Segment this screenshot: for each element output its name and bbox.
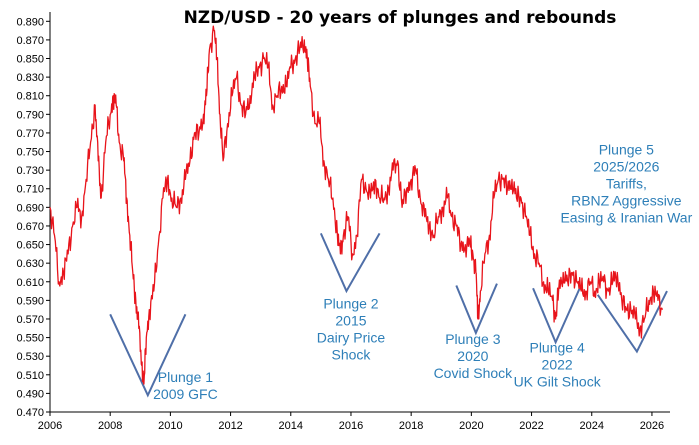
y-tick-label: 0.790 (16, 109, 44, 121)
plunge-1-v-marker (109, 313, 187, 398)
y-tick-label: 0.750 (16, 147, 44, 159)
plunge-5-label: RBNZ Aggressive (571, 192, 682, 208)
plunge-5-label: Plunge 5 (599, 141, 654, 157)
y-tick-label: 0.690 (16, 202, 44, 214)
series-layer (49, 25, 664, 385)
y-tick-label: 0.670 (16, 221, 44, 233)
y-tick-label: 0.570 (16, 314, 44, 326)
y-tick-label: 0.650 (16, 240, 44, 252)
plunge-2-v-marker (319, 232, 381, 294)
plunge-2-label: Shock (332, 347, 372, 363)
y-tick-label: 0.850 (16, 54, 44, 66)
x-tick-label: 2026 (640, 420, 664, 432)
y-tick-label: 0.810 (16, 91, 44, 103)
y-tick-label: 0.470 (16, 407, 44, 419)
chart-title: NZD/USD - 20 years of plunges and reboun… (184, 8, 617, 28)
plunge-3-label: 2020 (457, 348, 488, 364)
y-tick-label: 0.490 (16, 388, 44, 400)
y-tick-label: 0.870 (16, 35, 44, 47)
plunge-3-label: Plunge 3 (445, 331, 500, 347)
series-line-0 (49, 25, 664, 385)
plunge-5-label: 2025/2026 (593, 158, 659, 174)
x-tick-label: 2006 (38, 420, 62, 432)
plunge-1-label: Plunge 1 (158, 369, 213, 385)
plunge-2-label: Dairy Price (317, 330, 386, 346)
y-tick-label: 0.610 (16, 277, 44, 289)
plunge-5-label: Easing & Iranian War (560, 209, 692, 225)
x-tick-label: 2008 (98, 420, 122, 432)
plunge-1-label: 2009 GFC (153, 386, 218, 402)
y-tick-label: 0.770 (16, 128, 44, 140)
y-tick-label: 0.530 (16, 351, 44, 363)
y-tick-label: 0.730 (16, 165, 44, 177)
plunge-3-label: Covid Shock (434, 365, 514, 381)
plunge-2-label: Plunge 2 (323, 296, 378, 312)
plunge-4-label: Plunge 4 (529, 339, 584, 355)
axes: 0.890 0.870 0.850 0.830 0.810 0.790 0.770 0.750… (16, 12, 670, 432)
plunge-4-label: UK Gilt Shock (514, 373, 602, 389)
x-tick-label: 2010 (158, 420, 182, 432)
x-tick-label: 2024 (580, 420, 604, 432)
plunge-4-label: 2022 (542, 356, 573, 372)
y-tick-label: 0.830 (16, 72, 44, 84)
y-tick-label: 0.590 (16, 295, 44, 307)
plunge-2-label: 2015 (335, 313, 366, 329)
y-tick-label: 0.630 (16, 258, 44, 270)
plunge-5-label: Tariffs, (606, 175, 647, 191)
plunge-3-v-marker (455, 283, 498, 336)
x-tick-label: 2020 (459, 420, 483, 432)
x-tick-label: 2016 (339, 420, 363, 432)
y-tick-label: 0.890 (16, 16, 44, 28)
x-tick-label: 2022 (519, 420, 543, 432)
x-tick-label: 2018 (399, 420, 423, 432)
plunge-4-v-marker (532, 287, 581, 345)
y-tick-label: 0.710 (16, 184, 44, 196)
y-tick-label: 0.510 (16, 370, 44, 382)
plunge-5-v-marker (596, 290, 668, 354)
x-tick-label: 2012 (218, 420, 242, 432)
x-tick-label: 2014 (279, 420, 303, 432)
y-tick-label: 0.550 (16, 333, 44, 345)
